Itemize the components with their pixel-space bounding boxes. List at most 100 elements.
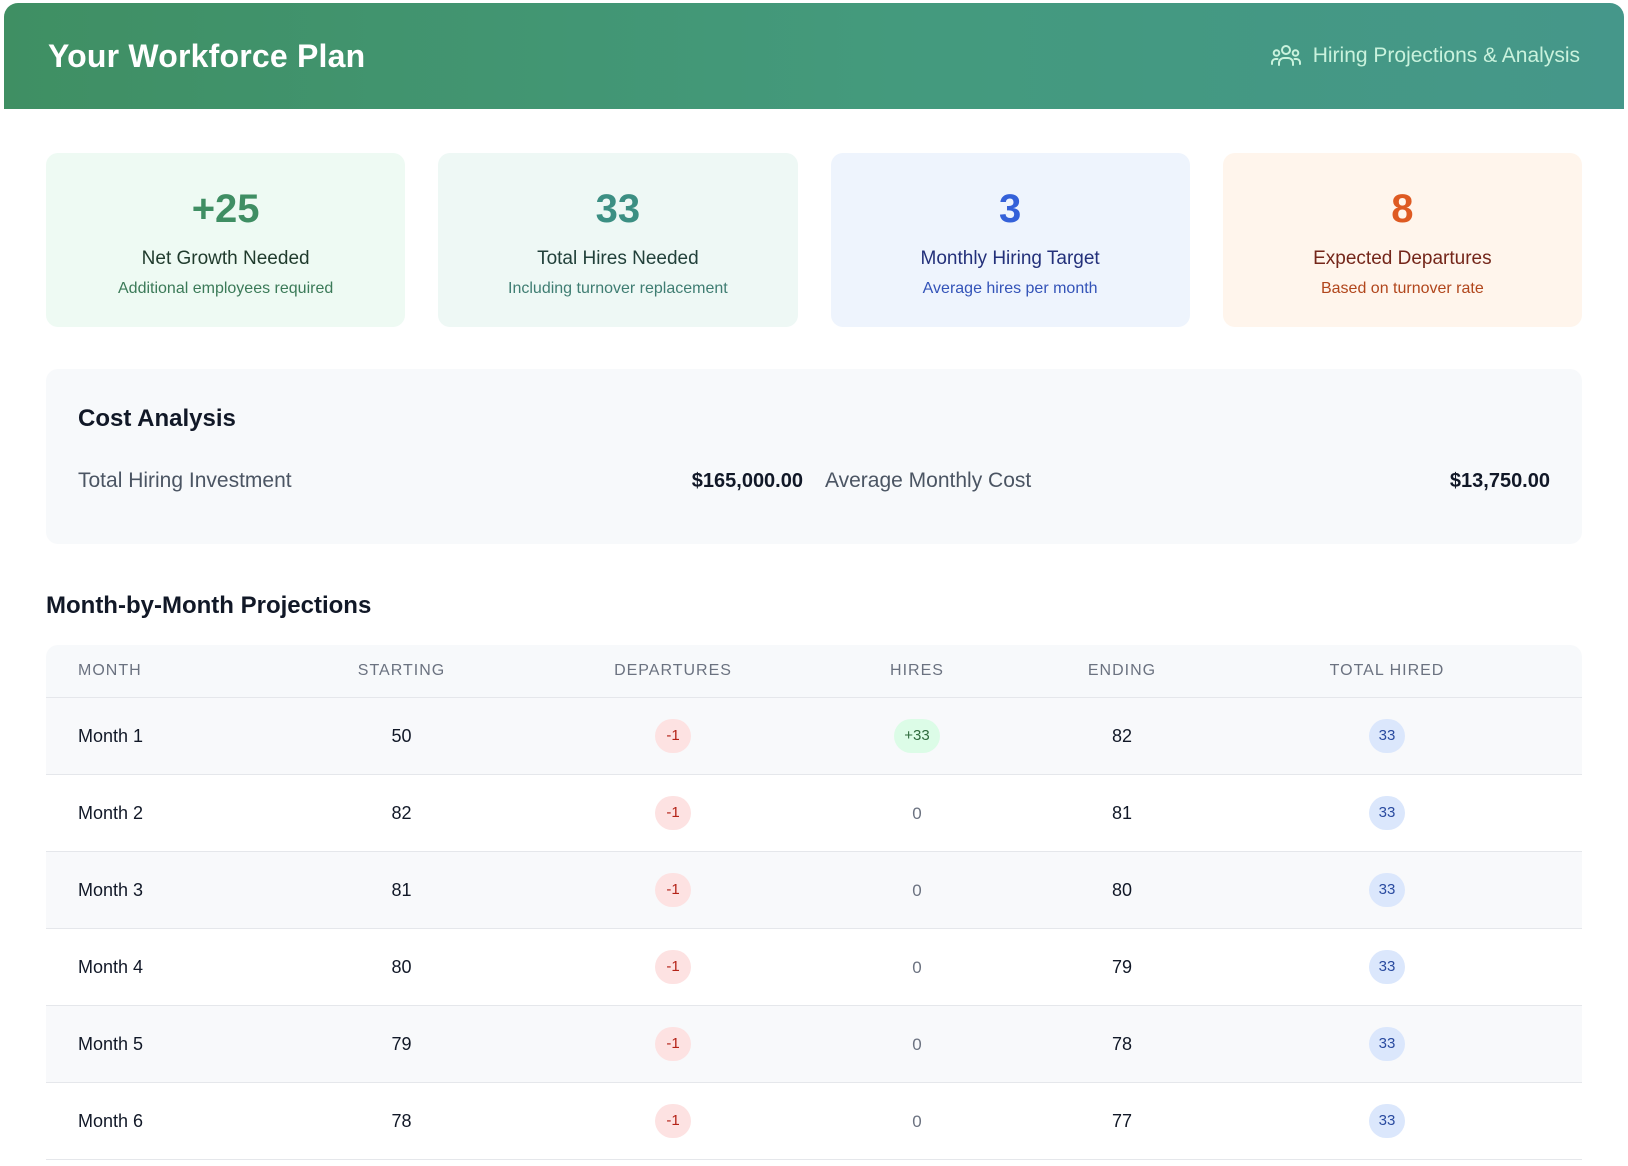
month-cell: Month 1 (78, 725, 144, 746)
header-subtitle-group: Hiring Projections & Analysis (1270, 43, 1580, 69)
expected-departures-card: 8 Expected Departures Based on turnover … (1222, 153, 1582, 327)
hires-value: 0 (912, 1034, 922, 1054)
total-hired-badge: 33 (1369, 950, 1405, 984)
header-subtitle: Hiring Projections & Analysis (1312, 44, 1580, 67)
starting-cell: 79 (391, 1033, 412, 1054)
page-title: Your Workforce Plan (48, 37, 366, 74)
starting-cell: 50 (391, 725, 412, 746)
card-note: Based on turnover rate (1320, 280, 1484, 297)
monthly-target-card: 3 Monthly Hiring Target Average hires pe… (830, 153, 1190, 327)
header-bar: Your Workforce Plan Hiring Projections &… (4, 3, 1624, 109)
card-value: +25 (191, 187, 260, 231)
total-hired-cell: 33 (1237, 873, 1537, 907)
total-hired-badge: 33 (1369, 873, 1405, 907)
card-value: 3 (999, 187, 1022, 231)
net-growth-card: +25 Net Growth Needed Additional employe… (46, 153, 406, 327)
departures-badge: -1 (655, 719, 691, 753)
total-hired-badge: 33 (1369, 1104, 1405, 1138)
total-hired-cell: 33 (1237, 1027, 1537, 1061)
main-content: +25 Net Growth Needed Additional employe… (4, 153, 1624, 1160)
column-header-month: MONTH (78, 662, 142, 679)
ending-cell: 79 (1111, 956, 1133, 977)
card-value: 8 (1391, 187, 1414, 231)
table-header-row: MONTH STARTING DEPARTURES HIRES ENDING T… (46, 645, 1582, 698)
table-row: Month 3 81 -1 0 80 33 (46, 852, 1582, 929)
hires-badge: +33 (894, 719, 940, 753)
workforce-plan-panel: Your Workforce Plan Hiring Projections &… (4, 3, 1624, 1166)
hires-value: 0 (912, 957, 922, 977)
table-row: Month 1 50 -1 +33 82 33 (46, 698, 1582, 775)
column-header-total-hired: TOTAL HIRED (1329, 662, 1445, 679)
projections-title: Month-by-Month Projections (46, 592, 372, 619)
column-header-ending: ENDING (1087, 662, 1157, 679)
cost-analysis-title: Cost Analysis (78, 405, 236, 432)
hires-cell: 0 (827, 880, 1007, 901)
users-icon (1270, 43, 1301, 69)
hires-cell: 0 (827, 1034, 1007, 1055)
table-row: Month 2 82 -1 0 81 33 (46, 775, 1582, 852)
starting-cell: 80 (391, 956, 412, 977)
column-header-departures: DEPARTURES (614, 662, 732, 679)
total-hired-cell: 33 (1237, 796, 1537, 830)
starting-cell: 81 (391, 879, 412, 900)
column-header-starting: STARTING (357, 662, 446, 679)
ending-cell: 82 (1111, 725, 1133, 746)
starting-cell: 82 (391, 802, 412, 823)
month-cell: Month 6 (78, 1110, 144, 1131)
ending-cell: 77 (1111, 1110, 1133, 1131)
card-label: Expected Departures (1313, 248, 1492, 269)
total-hired-cell: 33 (1237, 1104, 1537, 1138)
table-row: Month 5 79 -1 0 78 33 (46, 1006, 1582, 1083)
card-label: Net Growth Needed (141, 248, 310, 269)
summary-cards: +25 Net Growth Needed Additional employe… (46, 153, 1582, 327)
hires-cell: +33 (827, 719, 1007, 753)
ending-cell: 78 (1111, 1033, 1133, 1054)
total-hired-cell: 33 (1237, 719, 1537, 753)
month-cell: Month 2 (78, 802, 144, 823)
hires-cell: 0 (827, 1111, 1007, 1132)
departures-cell: -1 (519, 873, 827, 907)
departures-badge: -1 (655, 796, 691, 830)
total-hired-badge: 33 (1369, 1027, 1405, 1061)
hires-cell: 0 (827, 957, 1007, 978)
departures-badge: -1 (655, 1027, 691, 1061)
total-hires-card: 33 Total Hires Needed Including turnover… (438, 153, 798, 327)
table-row: Month 6 78 -1 0 77 33 (46, 1083, 1582, 1160)
ending-cell: 81 (1111, 802, 1133, 823)
departures-badge: -1 (655, 950, 691, 984)
total-investment-value: $165,000.00 (691, 469, 803, 492)
monthly-cost-value: $13,750.00 (1449, 469, 1550, 492)
hires-cell: 0 (827, 803, 1007, 824)
departures-cell: -1 (519, 796, 827, 830)
hires-value: 0 (912, 1111, 922, 1131)
card-value: 33 (595, 187, 641, 231)
ending-cell: 80 (1111, 879, 1133, 900)
card-label: Total Hires Needed (537, 248, 699, 269)
departures-cell: -1 (519, 1104, 827, 1138)
departures-badge: -1 (655, 1104, 691, 1138)
departures-badge: -1 (655, 873, 691, 907)
hires-value: 0 (912, 803, 922, 823)
column-header-hires: HIRES (890, 662, 944, 679)
cost-row: Total Hiring Investment $165,000.00 Aver… (78, 469, 1550, 493)
cost-analysis-panel: Cost Analysis Total Hiring Investment $1… (46, 369, 1582, 544)
card-note: Additional employees required (118, 280, 334, 297)
departures-cell: -1 (519, 950, 827, 984)
total-hired-badge: 33 (1369, 796, 1405, 830)
table-row: Month 4 80 -1 0 79 33 (46, 929, 1582, 1006)
total-investment-label: Total Hiring Investment (78, 469, 292, 492)
hires-value: 0 (912, 880, 922, 900)
month-cell: Month 4 (78, 956, 144, 977)
monthly-cost-item: Average Monthly Cost $13,750.00 (825, 469, 1550, 493)
total-hired-cell: 33 (1237, 950, 1537, 984)
month-cell: Month 3 (78, 879, 144, 900)
monthly-cost-label: Average Monthly Cost (825, 469, 1032, 492)
projections-table: MONTH STARTING DEPARTURES HIRES ENDING T… (46, 645, 1582, 1160)
starting-cell: 78 (391, 1110, 412, 1131)
card-note: Including turnover replacement (508, 280, 728, 297)
card-label: Monthly Hiring Target (920, 248, 1100, 269)
departures-cell: -1 (519, 719, 827, 753)
card-note: Average hires per month (922, 280, 1098, 297)
total-hired-badge: 33 (1369, 719, 1405, 753)
total-investment-item: Total Hiring Investment $165,000.00 (78, 469, 803, 493)
